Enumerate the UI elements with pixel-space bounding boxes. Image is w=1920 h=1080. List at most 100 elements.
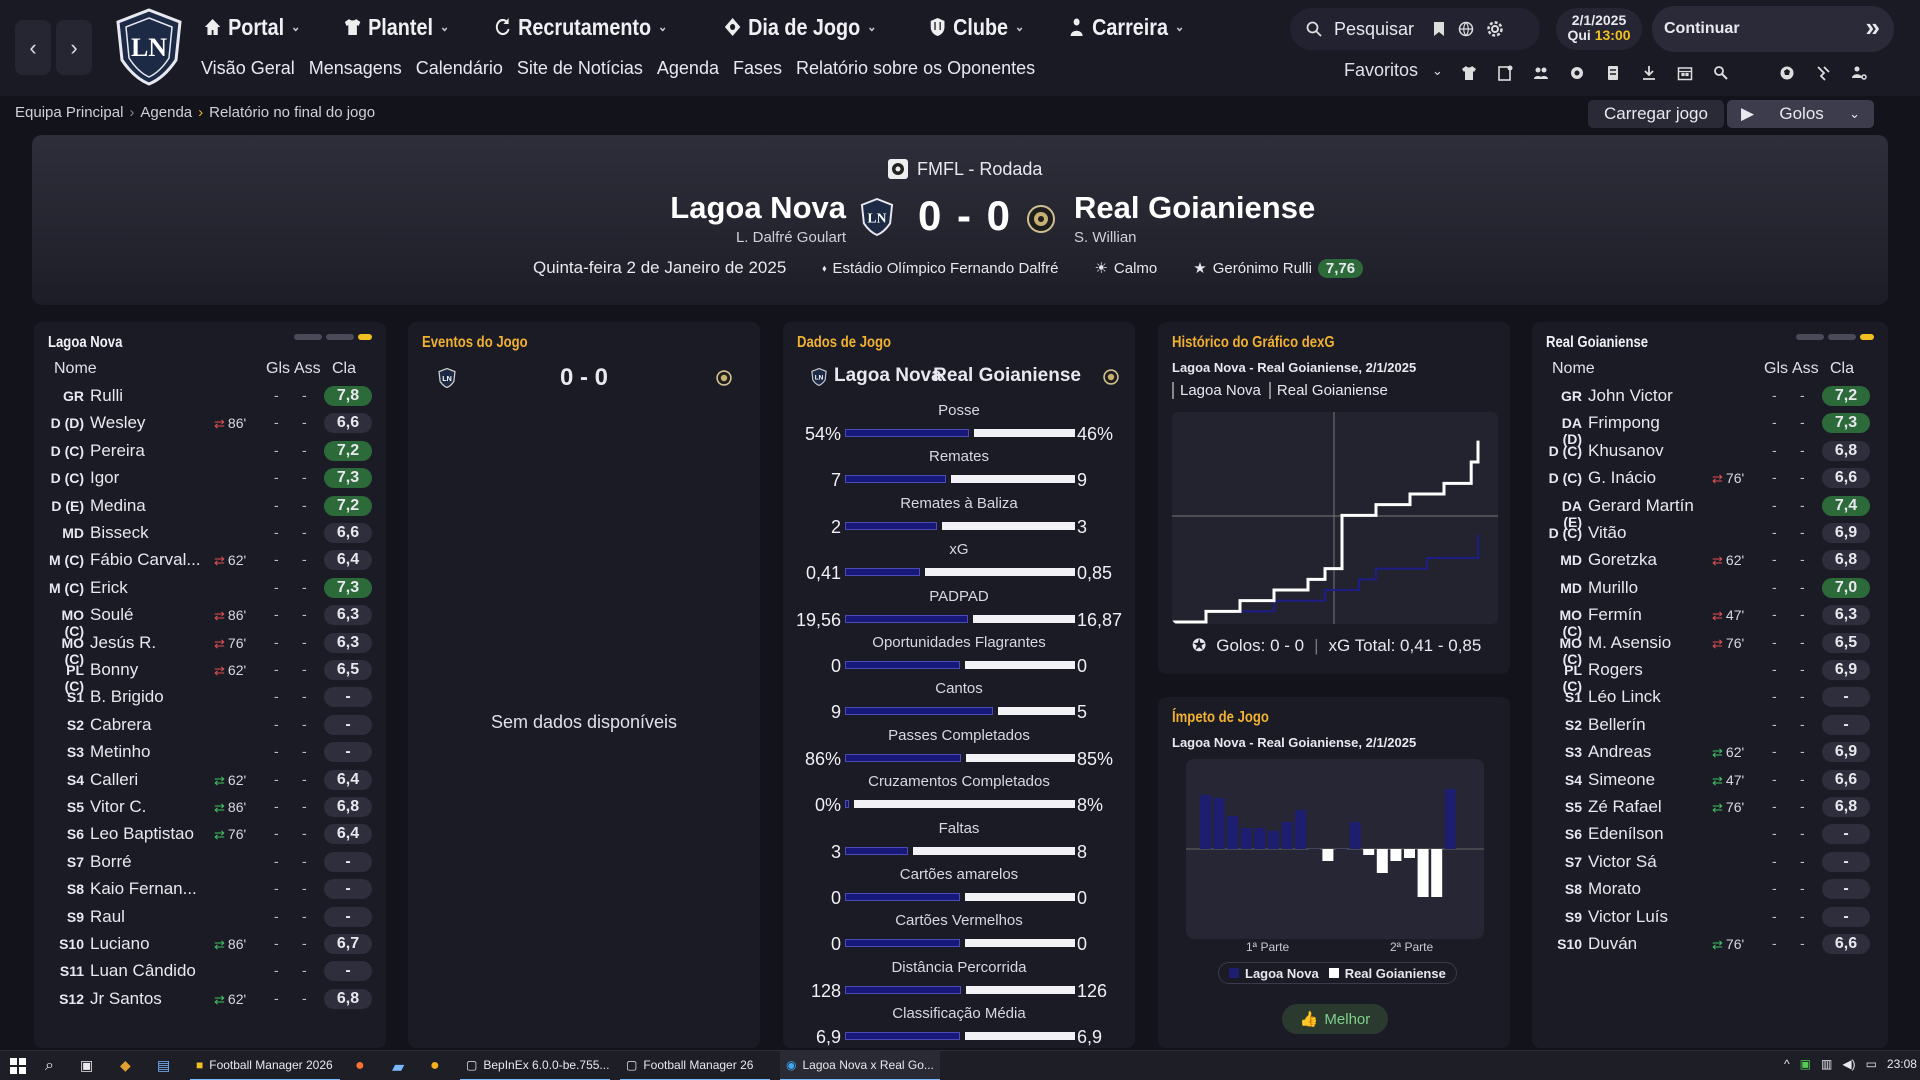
col-gls[interactable]: Gls xyxy=(266,360,290,377)
player-row[interactable]: S4 Calleri ⇄ 62' - -6,4 xyxy=(34,767,372,794)
people-settings-shortcut-icon[interactable] xyxy=(1848,62,1870,84)
pager-dot[interactable] xyxy=(326,334,354,340)
player-name[interactable]: Calleri xyxy=(90,769,139,789)
shirt-shortcut-icon[interactable] xyxy=(1458,62,1480,84)
volume-icon[interactable]: ◀) xyxy=(1842,1057,1856,1071)
momentum-bar-chart[interactable] xyxy=(1186,759,1484,939)
player-name[interactable]: Vitão xyxy=(1588,523,1627,542)
player-row[interactable]: PL (C) Bonny ⇄ 62' - - 6,5 xyxy=(34,657,372,694)
stadium-name[interactable]: Estádio Olímpico Fernando Dalfré xyxy=(832,259,1059,277)
player-name[interactable]: Erick xyxy=(90,577,128,597)
player-name[interactable]: Andreas xyxy=(1588,742,1652,762)
xg-line-chart[interactable] xyxy=(1172,412,1498,624)
player-row[interactable]: S10 Luciano ⇄ 86' - - 6,7 xyxy=(34,931,372,958)
player-row[interactable]: M (C) Fábio Carval... ⇄ 62' - -6,4 xyxy=(34,547,372,574)
player-name[interactable]: Fermín xyxy=(1588,605,1642,625)
player-row[interactable]: D (C) Khusanov - -6,8 xyxy=(1532,438,1870,465)
app-icon[interactable]: ◆ xyxy=(120,1057,131,1073)
calendar-shortcut-icon[interactable] xyxy=(1674,62,1696,84)
tactics-shortcut-icon[interactable] xyxy=(1494,62,1516,84)
player-name[interactable]: Wesley xyxy=(90,413,146,433)
best-button[interactable]: 👍 Melhor xyxy=(1282,1004,1388,1034)
player-name[interactable]: Leo Baptistao xyxy=(90,824,194,844)
back-button[interactable]: ‹ xyxy=(15,20,51,75)
player-row[interactable]: DA (E) Gerard Martín - -7,4 xyxy=(1532,493,1870,530)
report-shortcut-icon[interactable] xyxy=(1602,62,1624,84)
player-name[interactable]: Pereira xyxy=(90,440,145,460)
player-row[interactable]: S3 Andreas ⇄ 62' - -6,9 xyxy=(1532,739,1870,766)
player-name[interactable]: M. Asensio xyxy=(1588,632,1672,652)
player-name[interactable]: Fábio Carval... xyxy=(90,550,201,570)
player-name[interactable]: Edenílson xyxy=(1588,824,1664,844)
home-crest-icon[interactable]: LN xyxy=(860,198,894,236)
player-row[interactable]: S8 Kaio Fernan... - - - xyxy=(34,876,372,903)
pager-dot[interactable] xyxy=(1796,334,1824,340)
col-cla[interactable]: Cla xyxy=(1830,360,1855,377)
player-name[interactable]: Bisseck xyxy=(90,523,149,542)
player-row[interactable]: S1 B. Brigido - - - xyxy=(34,684,372,711)
player-name[interactable]: Duván xyxy=(1588,934,1638,953)
player-row[interactable]: S6 Leo Baptistao ⇄ 76' - -6,4 xyxy=(34,821,372,848)
player-name[interactable]: Frimpong xyxy=(1588,413,1660,433)
battery-icon[interactable]: ▭ xyxy=(1865,1057,1877,1071)
player-row[interactable]: GR Rulli - - 7,8 xyxy=(34,383,372,410)
app-icon[interactable]: ▰ xyxy=(392,1059,405,1076)
player-name[interactable]: Luan Cândido xyxy=(90,961,196,981)
player-name[interactable]: Luciano xyxy=(90,934,150,953)
subnav-item[interactable]: Calendário xyxy=(415,58,503,78)
player-name[interactable]: B. Brigido xyxy=(90,687,164,707)
medical-shortcut-icon[interactable] xyxy=(1812,62,1834,84)
player-row[interactable]: S11 Luan Cândido - - - xyxy=(34,958,372,985)
player-name[interactable]: Gerard Martín xyxy=(1588,495,1694,515)
chevron-up-icon[interactable]: ^ xyxy=(1784,1057,1790,1071)
player-row[interactable]: S9 Victor Luís - - - xyxy=(1532,904,1870,931)
competition-label[interactable]: FMFL - Rodada xyxy=(887,158,1042,180)
player-name[interactable]: Bonny xyxy=(90,660,139,679)
pager-dot[interactable] xyxy=(1828,334,1856,340)
player-name[interactable]: Rulli xyxy=(90,386,124,405)
windows-start-icon[interactable] xyxy=(10,1058,26,1079)
player-row[interactable]: S12 Jr Santos ⇄ 62' - -6,8 xyxy=(34,986,372,1013)
xg-legend-home[interactable]: Lagoa Nova xyxy=(1172,382,1261,399)
subnav-item[interactable]: Fases xyxy=(732,58,782,78)
nav-dia-de-jogo[interactable]: Dia de Jogo ⌄ xyxy=(724,14,876,41)
task-view-icon[interactable]: ▣ xyxy=(80,1057,94,1073)
nav-plantel[interactable]: Plantel ⌄ xyxy=(344,14,449,41)
player-name[interactable]: Victor Sá xyxy=(1588,851,1657,871)
player-row[interactable]: MD Bisseck - - 6,6 xyxy=(34,520,372,547)
goals-dropdown[interactable]: ▶ Golos ⌄ xyxy=(1727,100,1874,128)
player-row[interactable]: MO (C) Jesús R. ⇄ 76' - -6,3 xyxy=(34,630,372,667)
player-row[interactable]: D (C) G. Inácio ⇄ 76' - -6,6 xyxy=(1532,465,1870,492)
player-name[interactable]: G. Inácio xyxy=(1588,468,1657,488)
load-match-button[interactable]: Carregar jogo xyxy=(1588,100,1724,128)
subnav-item[interactable]: Visão Geral xyxy=(201,58,295,78)
player-row[interactable]: S9 Raul - - - xyxy=(34,904,372,931)
player-name[interactable]: Bellerín xyxy=(1588,714,1646,734)
home-manager[interactable]: L. Dalfré Goulart xyxy=(735,229,846,246)
training-shortcut-icon[interactable] xyxy=(1566,62,1588,84)
col-name[interactable]: Nome xyxy=(1552,360,1595,377)
col-gls[interactable]: Gls xyxy=(1764,360,1788,377)
breadcrumb-item[interactable]: Equipa Principal xyxy=(15,104,124,121)
search-box[interactable]: Pesquisar xyxy=(1290,8,1540,50)
player-name[interactable]: Jesús R. xyxy=(90,632,157,652)
player-name[interactable]: Kaio Fernan... xyxy=(90,879,197,899)
player-row[interactable]: S3 Metinho - - - xyxy=(34,739,372,766)
globe-icon[interactable] xyxy=(1458,21,1474,37)
continue-button[interactable]: Continuar » xyxy=(1652,6,1894,52)
home-team-name[interactable]: Lagoa Nova xyxy=(670,190,846,225)
player-row[interactable]: S1 Léo Linck - - - xyxy=(1532,684,1870,711)
panel-pager[interactable] xyxy=(294,334,372,340)
player-name[interactable]: Léo Linck xyxy=(1588,687,1661,707)
player-name[interactable]: Cabrera xyxy=(90,714,152,734)
player-name[interactable]: John Victor xyxy=(1588,386,1673,405)
col-cla[interactable]: Cla xyxy=(332,360,357,377)
player-name[interactable]: Medina xyxy=(90,495,146,515)
potm-name[interactable]: Gerónimo Rulli xyxy=(1212,259,1312,277)
player-row[interactable]: S2 Bellerín - - - xyxy=(1532,712,1870,739)
nav-portal[interactable]: Portal ⌄ xyxy=(204,14,300,41)
player-name[interactable]: Victor Luís xyxy=(1588,906,1669,926)
player-row[interactable]: D (E) Medina - -7,2 xyxy=(34,493,372,520)
player-row[interactable]: S5 Vitor C. ⇄ 86' - - 6,8 xyxy=(34,794,372,821)
player-row[interactable]: D (D) Wesley ⇄ 86' - -6,6 xyxy=(34,410,372,437)
